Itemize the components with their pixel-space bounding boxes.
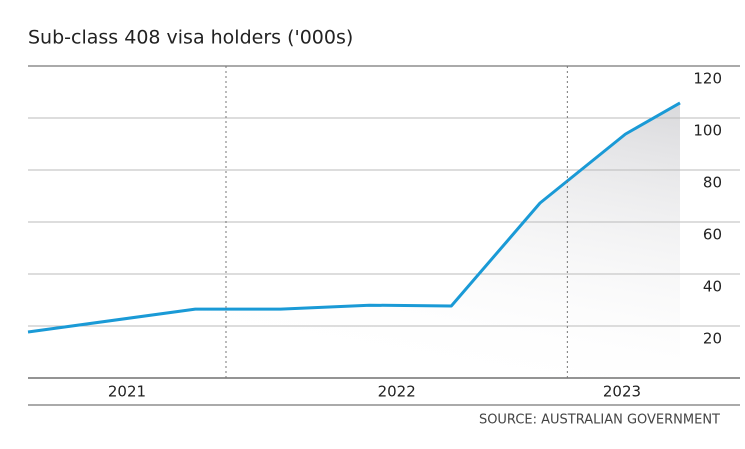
y-tick-label: 40: [703, 278, 722, 296]
x-tick-label: 2021: [108, 383, 146, 401]
chart-title: Sub-class 408 visa holders ('000s): [28, 27, 353, 49]
y-tick-label: 80: [703, 174, 722, 192]
y-tick-label: 100: [693, 122, 722, 140]
source: SOURCE: AUSTRALIAN GOVERNMENT: [479, 413, 720, 428]
line: [27, 101, 681, 334]
area: [28, 102, 680, 379]
x-tick-label: 2023: [603, 383, 641, 401]
y-tick-label: 120: [693, 70, 722, 88]
y-tick-label: 20: [703, 330, 722, 348]
y-tick-label: 60: [703, 226, 722, 244]
x-tick-label: 2022: [378, 383, 416, 401]
